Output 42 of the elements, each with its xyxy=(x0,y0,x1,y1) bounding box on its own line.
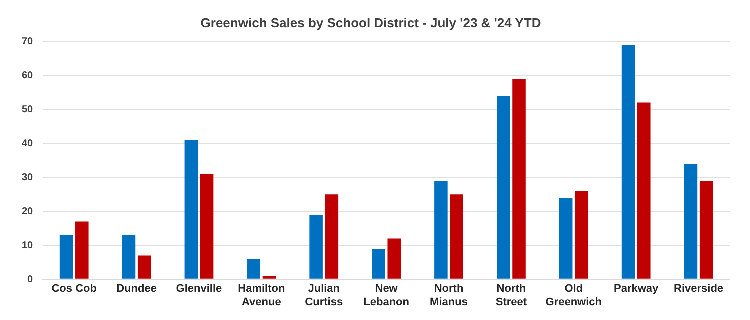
chart-title: Greenwich Sales by School District - July '23 & '24 YTD xyxy=(200,15,542,30)
bar xyxy=(122,235,136,279)
bar xyxy=(325,194,339,279)
bar xyxy=(372,249,386,279)
x-tick-label: Parkway xyxy=(614,283,660,296)
x-tick-label: Cos Cob xyxy=(52,283,98,296)
bar xyxy=(60,235,74,279)
y-tick-label: 70 xyxy=(22,36,34,48)
bar xyxy=(262,276,276,279)
bar xyxy=(700,181,714,279)
bar xyxy=(575,191,588,279)
bar xyxy=(247,259,261,279)
bar xyxy=(684,164,698,279)
bar xyxy=(559,198,573,279)
y-tick-label: 10 xyxy=(22,240,34,252)
bar xyxy=(434,181,448,279)
x-tick-label: Riverside xyxy=(674,283,724,296)
bar xyxy=(310,215,323,279)
bar xyxy=(450,194,464,279)
x-tick-label: Dundee xyxy=(116,283,157,296)
bar xyxy=(622,45,636,279)
bar xyxy=(497,96,510,279)
y-tick-label: 60 xyxy=(22,70,34,82)
x-tick-label: Hamilton Avenue xyxy=(238,283,286,308)
x-tick-label: Julian Curtiss xyxy=(305,283,344,308)
x-tick-label: New Lebanon xyxy=(364,283,410,308)
x-tick-label: Glenville xyxy=(176,283,222,296)
y-tick-label: 40 xyxy=(22,138,34,150)
bar xyxy=(388,238,401,279)
y-tick-label: 30 xyxy=(22,172,34,184)
x-tick-label: North Street xyxy=(496,283,528,308)
bar xyxy=(184,140,198,279)
x-tick-label: Old Greenwich xyxy=(546,283,602,308)
y-tick-label: 50 xyxy=(22,104,34,116)
bar xyxy=(512,79,526,279)
bar xyxy=(76,222,89,279)
x-tick-label: North Mianus xyxy=(430,283,468,308)
bar xyxy=(138,256,152,279)
bar xyxy=(638,102,651,279)
y-tick-label: 0 xyxy=(28,274,34,286)
bar xyxy=(200,174,214,279)
y-tick-label: 20 xyxy=(22,206,34,218)
